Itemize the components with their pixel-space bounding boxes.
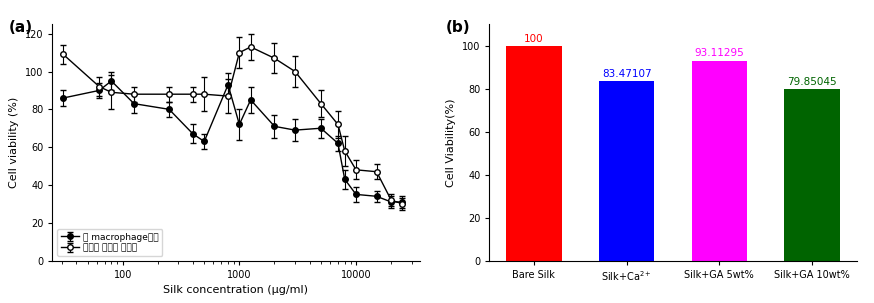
Bar [506,46,562,261]
Text: (b): (b) [446,19,470,35]
Bar [691,61,747,261]
Text: (a): (a) [9,19,32,35]
Bar [784,89,840,261]
Text: 83.47107: 83.47107 [602,69,651,79]
Legend: 쥐 macrophage세포, 쥐유래 흉생종 암세포: 쥐 macrophage세포, 쥐유래 흉생종 암세포 [57,229,163,256]
Bar [599,81,655,261]
Text: 100: 100 [524,34,544,44]
Text: 93.11295: 93.11295 [695,48,744,58]
Y-axis label: Cell viability (%): Cell viability (%) [10,97,19,188]
Text: 79.85045: 79.85045 [787,77,836,87]
X-axis label: Silk concentration (μg/ml): Silk concentration (μg/ml) [163,285,309,295]
Y-axis label: Cell Viability(%): Cell Viability(%) [447,98,456,187]
